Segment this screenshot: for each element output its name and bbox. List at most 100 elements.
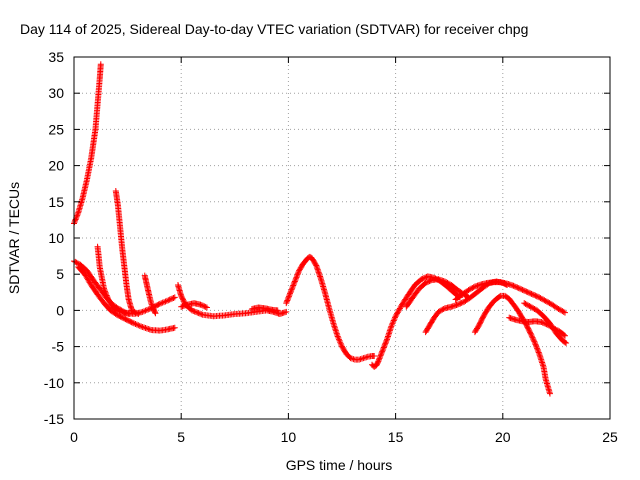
data-point bbox=[73, 213, 80, 220]
data-point bbox=[519, 286, 526, 293]
data-point bbox=[171, 294, 178, 301]
series-arc-9 bbox=[248, 304, 281, 314]
data-point bbox=[145, 306, 152, 313]
data-point bbox=[73, 259, 80, 266]
data-point bbox=[294, 271, 301, 278]
data-point bbox=[102, 288, 109, 295]
data-point bbox=[129, 319, 136, 326]
data-point bbox=[559, 308, 566, 315]
data-point bbox=[533, 344, 540, 351]
data-point bbox=[395, 308, 402, 315]
data-point bbox=[285, 293, 292, 300]
data-point bbox=[541, 297, 548, 304]
data-point bbox=[558, 307, 565, 314]
data-point bbox=[126, 311, 133, 318]
data-point bbox=[535, 348, 542, 355]
series-arc-8 bbox=[178, 300, 210, 311]
data-point bbox=[561, 339, 568, 346]
data-point bbox=[526, 303, 533, 310]
data-point bbox=[530, 335, 537, 342]
data-point bbox=[293, 274, 300, 281]
data-point bbox=[379, 348, 386, 355]
data-point bbox=[560, 308, 567, 315]
data-point bbox=[288, 286, 295, 293]
data-point bbox=[165, 297, 172, 304]
data-point bbox=[201, 303, 208, 310]
data-point bbox=[546, 390, 553, 397]
data-point bbox=[425, 278, 432, 285]
data-point bbox=[444, 279, 451, 286]
data-point bbox=[378, 349, 385, 356]
data-point bbox=[338, 342, 345, 349]
data-point bbox=[289, 283, 296, 290]
data-point bbox=[283, 300, 290, 307]
data-point bbox=[148, 301, 155, 308]
data-point bbox=[377, 352, 384, 359]
data-point bbox=[380, 344, 387, 351]
data-point bbox=[291, 279, 298, 286]
data-point bbox=[312, 261, 319, 268]
data-point bbox=[197, 301, 204, 308]
data-point bbox=[516, 285, 523, 292]
data-point bbox=[101, 287, 108, 294]
data-point bbox=[539, 319, 546, 326]
x-tick-label: 5 bbox=[177, 429, 185, 445]
data-point bbox=[292, 277, 299, 284]
data-point bbox=[563, 339, 570, 346]
data-point bbox=[72, 258, 79, 265]
data-point bbox=[171, 324, 178, 331]
data-point bbox=[532, 292, 539, 299]
data-point bbox=[422, 279, 429, 286]
data-point bbox=[380, 345, 387, 352]
data-point bbox=[441, 278, 448, 285]
data-point bbox=[439, 306, 446, 313]
data-point bbox=[74, 211, 81, 218]
data-point bbox=[381, 341, 388, 348]
data-point bbox=[427, 277, 434, 284]
data-point bbox=[376, 355, 383, 362]
x-tick-label: 25 bbox=[602, 429, 618, 445]
data-point bbox=[540, 320, 547, 327]
data-point bbox=[169, 295, 176, 302]
data-point bbox=[514, 284, 521, 291]
data-point bbox=[166, 296, 173, 303]
data-point bbox=[274, 307, 281, 314]
data-point bbox=[531, 292, 538, 299]
data-point bbox=[533, 342, 540, 349]
data-point bbox=[335, 334, 342, 341]
data-point bbox=[531, 339, 538, 346]
y-tick-label: 15 bbox=[48, 194, 64, 210]
y-tick-label: 0 bbox=[56, 302, 64, 318]
data-point bbox=[396, 306, 403, 313]
data-point bbox=[513, 283, 520, 290]
data-point bbox=[389, 320, 396, 327]
data-point bbox=[388, 323, 395, 330]
data-point bbox=[533, 293, 540, 300]
data-point bbox=[139, 308, 146, 315]
data-point bbox=[438, 307, 445, 314]
data-point bbox=[141, 308, 148, 315]
series-arc-15 bbox=[471, 292, 553, 397]
data-point bbox=[156, 300, 163, 307]
data-point bbox=[200, 302, 207, 309]
data-point bbox=[287, 289, 294, 296]
data-point bbox=[535, 349, 542, 356]
data-point bbox=[496, 293, 503, 300]
data-point bbox=[531, 338, 538, 345]
data-point bbox=[131, 320, 138, 327]
data-point bbox=[510, 282, 517, 289]
series-arc-6 bbox=[141, 272, 159, 317]
y-tick-label: 30 bbox=[48, 85, 64, 101]
data-point bbox=[103, 291, 110, 298]
data-point bbox=[388, 321, 395, 328]
data-point bbox=[158, 300, 165, 307]
y-tick-label: 20 bbox=[48, 158, 64, 174]
y-tick-label: 25 bbox=[48, 121, 64, 137]
data-point bbox=[287, 290, 294, 297]
data-point bbox=[149, 303, 156, 310]
data-point bbox=[143, 307, 150, 314]
data-point bbox=[191, 308, 198, 315]
data-point bbox=[290, 281, 297, 288]
data-point bbox=[101, 285, 108, 292]
data-point bbox=[286, 292, 293, 299]
